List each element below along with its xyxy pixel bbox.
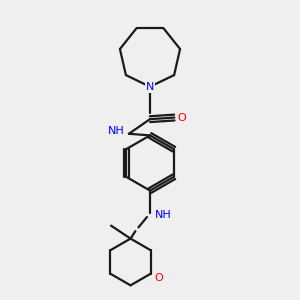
Text: O: O: [154, 273, 163, 283]
Text: O: O: [177, 112, 186, 122]
Text: NH: NH: [154, 210, 171, 220]
Text: NH: NH: [108, 125, 125, 136]
Text: N: N: [146, 82, 154, 92]
